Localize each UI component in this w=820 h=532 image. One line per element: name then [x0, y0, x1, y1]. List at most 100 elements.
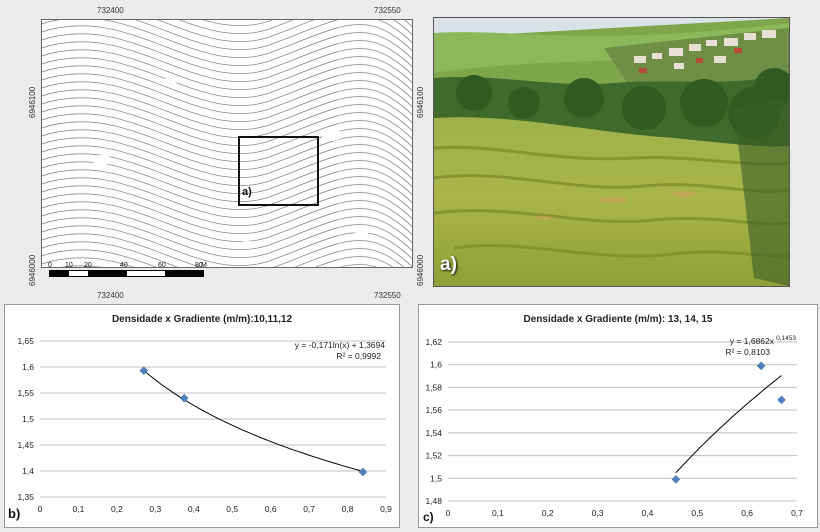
trend-equation: y = 1,6862x — [730, 336, 775, 346]
contour-line — [42, 169, 412, 210]
contour-line — [42, 177, 412, 218]
scale-tick-20: 20 — [84, 262, 92, 269]
x-tick-label: 0,8 — [342, 504, 354, 514]
x-tick-label: 0,5 — [226, 504, 238, 514]
map-y-coord-upper-right: 6946100 — [416, 86, 425, 118]
contour-line — [42, 25, 412, 66]
contour-line — [42, 20, 412, 24]
x-tick-label: 0,3 — [149, 504, 161, 514]
y-tick-label: 1,5 — [430, 473, 442, 483]
trendline — [675, 375, 782, 474]
x-tick-label: 0,3 — [592, 508, 604, 518]
x-tick-label: 0,6 — [265, 504, 277, 514]
y-tick-label: 1,35 — [17, 492, 34, 502]
contour-line — [42, 57, 412, 98]
y-tick-label: 1,48 — [425, 496, 442, 506]
inset-box — [238, 136, 319, 206]
contour-line — [42, 20, 412, 32]
trendline — [143, 370, 364, 472]
inset-label: a) — [242, 186, 252, 198]
x-tick-label: 0,7 — [791, 508, 803, 518]
contour-line — [42, 241, 404, 267]
scale-tick-60: 60 — [158, 262, 166, 269]
scale-tick-40: 40 — [120, 262, 128, 269]
scale-unit: M — [201, 262, 207, 269]
x-tick-label: 0,1 — [492, 508, 504, 518]
scale-labels: 0 10 20 40 60 80 M — [48, 262, 228, 272]
data-point — [179, 393, 189, 403]
map-x-coord-bottom-right: 732550 — [374, 291, 401, 300]
y-tick-label: 1,6 — [430, 360, 442, 370]
scale-tick-80: 80 — [195, 262, 203, 269]
y-tick-label: 1,56 — [425, 405, 442, 415]
map-y-coord-lower: 6946000 — [28, 254, 37, 286]
y-tick-label: 1,62 — [425, 337, 442, 347]
data-point — [777, 395, 786, 405]
contour-line — [42, 201, 412, 242]
contour-line — [42, 89, 412, 130]
contour-line — [42, 249, 394, 267]
data-point — [756, 361, 766, 371]
scale-tick-0: 0 — [48, 262, 52, 269]
contour-line — [42, 257, 377, 267]
contour-line — [42, 209, 412, 250]
contour-line — [202, 20, 274, 26]
chart-b-title: Densidade x Gradiente (m/m):10,11,12 — [111, 314, 293, 325]
r-squared-label: R² = 0,9992 — [336, 351, 381, 361]
x-tick-label: 0,4 — [188, 504, 200, 514]
contour-line — [42, 137, 412, 178]
map-y-coord-lower-right: 6946000 — [416, 254, 425, 286]
r-squared-label: R² = 0,8103 — [725, 347, 770, 357]
y-tick-label: 1,65 — [17, 336, 34, 346]
contour-line — [42, 65, 412, 106]
y-tick-label: 1,45 — [17, 440, 34, 450]
x-tick-label: 0,9 — [380, 504, 392, 514]
data-point — [671, 475, 681, 484]
contour-line — [42, 49, 412, 90]
x-tick-label: 0,2 — [542, 508, 554, 518]
contour-line — [42, 121, 412, 162]
y-tick-label: 1,6 — [22, 362, 34, 372]
contour-gap — [322, 129, 342, 141]
x-tick-label: 0 — [38, 504, 43, 514]
trend-equation-exponent: 0,1453 — [776, 335, 796, 342]
contour-line — [42, 20, 412, 58]
x-tick-label: 0,4 — [642, 508, 654, 518]
landscape-photo: a) — [433, 17, 790, 287]
chart-c-letter: c) — [423, 510, 434, 524]
y-tick-label: 1,58 — [425, 382, 442, 392]
contour-gap — [165, 76, 179, 84]
chart-b-plot: 1,35 1,4 1,45 1,5 1,55 1,6 1,65 0 0,1 0,2 0,3 0,4 0,… — [17, 336, 392, 514]
contour-line — [42, 185, 412, 226]
scale-bar — [49, 270, 204, 277]
contour-gap — [354, 225, 370, 235]
chart-b-letter: b) — [8, 506, 21, 521]
photo-label: a) — [440, 254, 457, 275]
y-tick-label: 1,4 — [22, 466, 34, 476]
contour-line — [42, 225, 412, 266]
contour-line — [157, 20, 412, 42]
photo-illustration — [434, 18, 789, 286]
contour-gap — [238, 241, 256, 249]
contour-gap — [92, 155, 112, 165]
contour-line — [42, 113, 412, 154]
contour-line — [42, 81, 412, 122]
contour-line — [42, 129, 412, 170]
x-tick-label: 0,1 — [73, 504, 85, 514]
y-tick-label: 1,54 — [425, 428, 442, 438]
chart-b-panel: Densidade x Gradiente (m/m):10,11,12 1,3… — [4, 304, 400, 528]
chart-c-plot: 1,48 1,5 1,52 1,54 1,56 1,58 1,6 1,62 0 0,1 0,2 0,3… — [425, 335, 803, 518]
contour-line — [42, 97, 412, 138]
y-tick-label: 1,52 — [425, 451, 442, 461]
map-y-coord-upper: 6946100 — [28, 86, 37, 118]
x-tick-label: 0,5 — [691, 508, 703, 518]
trend-equation: y = -0,171ln(x) + 1,3694 — [295, 340, 386, 350]
contour-line — [42, 161, 412, 202]
contour-line — [42, 33, 412, 74]
map-x-coord-bottom-left: 732400 — [97, 291, 124, 300]
map-x-coord-top-right: 732550 — [374, 6, 401, 15]
contour-line — [42, 41, 412, 82]
contour-line — [42, 105, 412, 146]
contour-line — [42, 233, 412, 267]
x-tick-label: 0,7 — [303, 504, 315, 514]
